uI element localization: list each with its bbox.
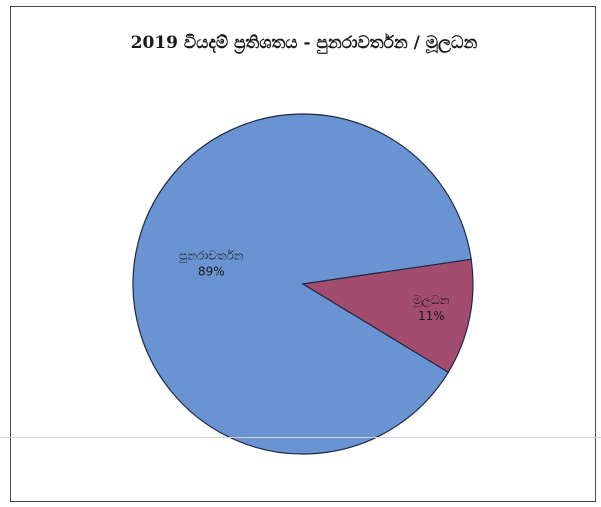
chart-title: 2019 වියදම් ප්‍රතිශතය - පුනරාවර්තන / මූල… — [130, 33, 478, 53]
pie-slice-2 — [301, 258, 474, 374]
slice-category-label: මූලධන — [413, 293, 450, 308]
slice-percent-label: 89% — [198, 264, 225, 278]
slice-percent-label: 11% — [418, 309, 445, 323]
pie-slices — [132, 113, 474, 455]
slice-category-label: පුනරාවර්තන — [179, 248, 244, 263]
scan-fold-line — [0, 437, 601, 438]
